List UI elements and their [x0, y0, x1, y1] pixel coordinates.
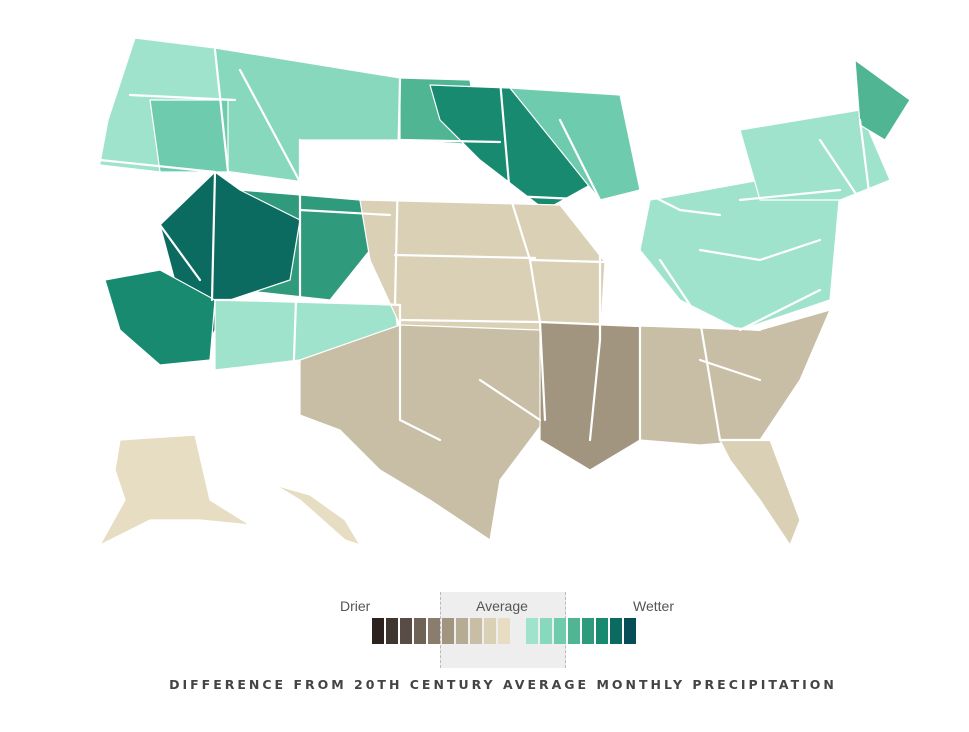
legend-wetter-label: Wetter: [633, 598, 674, 614]
region-wisconsin-michigan-up: [509, 87, 641, 201]
legend-swatch-wetter-7: [610, 618, 622, 644]
legend-swatch-wetter-5: [582, 618, 594, 644]
legend-swatch-drier-8: [470, 618, 482, 644]
legend-swatch-drier-3: [400, 618, 412, 644]
legend-color-scale: [372, 618, 642, 644]
legend-swatch-drier-4: [414, 618, 426, 644]
region-hawaii: [274, 484, 361, 546]
region-alaska: [99, 434, 251, 546]
precipitation-legend: Drier Average Wetter: [300, 592, 700, 672]
region-oregon-east: [149, 99, 229, 173]
legend-swatch-drier-7: [456, 618, 468, 644]
legend-swatch-wetter-6: [596, 618, 608, 644]
legend-swatch-wetter-8: [624, 618, 636, 644]
legend-swatch-wetter-2: [540, 618, 552, 644]
legend-swatch-wetter-3: [554, 618, 566, 644]
legend-average-label: Average: [476, 598, 528, 614]
legend-swatch-drier-6: [442, 618, 454, 644]
region-appalachia: [639, 179, 841, 331]
region-texas: [299, 324, 546, 541]
legend-swatch-wetter-1: [526, 618, 538, 644]
precipitation-map: [94, 37, 911, 546]
legend-swatch-drier-2: [386, 618, 398, 644]
region-northeast: [739, 109, 891, 201]
region-maine: [854, 59, 911, 141]
map-caption: DIFFERENCE FROM 20TH CENTURY AVERAGE MON…: [169, 677, 837, 692]
legend-swatch-wetter-4: [568, 618, 580, 644]
us-counties-map: [94, 37, 911, 546]
legend-swatch-drier-1: [372, 618, 384, 644]
region-florida: [719, 439, 801, 546]
region-lower-mississippi-valley: [539, 321, 641, 471]
legend-swatch-drier-9: [484, 618, 496, 644]
region-northern-rockies: [214, 47, 401, 183]
map-regions: [94, 37, 911, 546]
region-southern-california: [104, 269, 216, 366]
legend-swatch-drier-5: [428, 618, 440, 644]
region-southeast: [639, 309, 831, 446]
state-borders: [98, 48, 872, 442]
legend-swatch-drier-10: [498, 618, 510, 644]
legend-drier-label: Drier: [340, 598, 371, 614]
